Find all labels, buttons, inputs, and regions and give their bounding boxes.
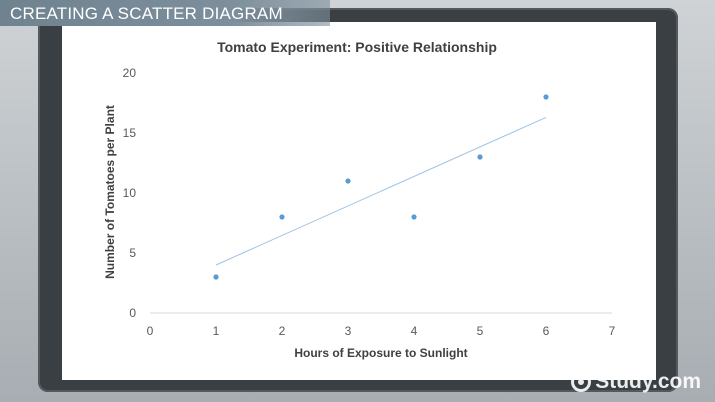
y-tick-labels: 0 5 10 15 20 (123, 66, 137, 320)
x-tick-label: 0 (147, 324, 154, 338)
y-tick-label: 0 (129, 306, 136, 320)
data-point (477, 154, 483, 160)
title-banner: CREATING A SCATTER DIAGRAM (0, 0, 330, 26)
x-tick-label: 2 (279, 324, 286, 338)
y-tick-label: 15 (123, 126, 137, 140)
banner-title: CREATING A SCATTER DIAGRAM (10, 4, 283, 23)
y-tick-label: 20 (123, 66, 137, 80)
watermark-text: Study.com (595, 370, 701, 393)
trendline (215, 116, 547, 266)
x-tick-label: 1 (213, 324, 220, 338)
chart-title: Tomato Experiment: Positive Relationship (217, 39, 497, 55)
y-tick-label: 10 (123, 186, 137, 200)
x-tick-label: 3 (345, 324, 352, 338)
x-tick-labels: 0 1 2 3 4 5 6 7 (147, 324, 616, 338)
data-point (213, 274, 219, 280)
data-point (279, 214, 285, 220)
x-tick-label: 5 (477, 324, 484, 338)
y-tick-label: 5 (129, 246, 136, 260)
y-axis-label: Number of Tomatoes per Plant (103, 105, 117, 279)
x-tick-label: 4 (411, 324, 418, 338)
data-point (543, 94, 549, 100)
x-axis-label: Hours of Exposure to Sunlight (294, 346, 467, 360)
data-point (345, 178, 351, 184)
x-tick-label: 7 (609, 324, 616, 338)
data-point (411, 214, 417, 220)
data-points (213, 94, 549, 280)
watermark: Study.com (571, 370, 701, 394)
study-logo-icon (571, 372, 592, 392)
x-tick-label: 6 (543, 324, 550, 338)
